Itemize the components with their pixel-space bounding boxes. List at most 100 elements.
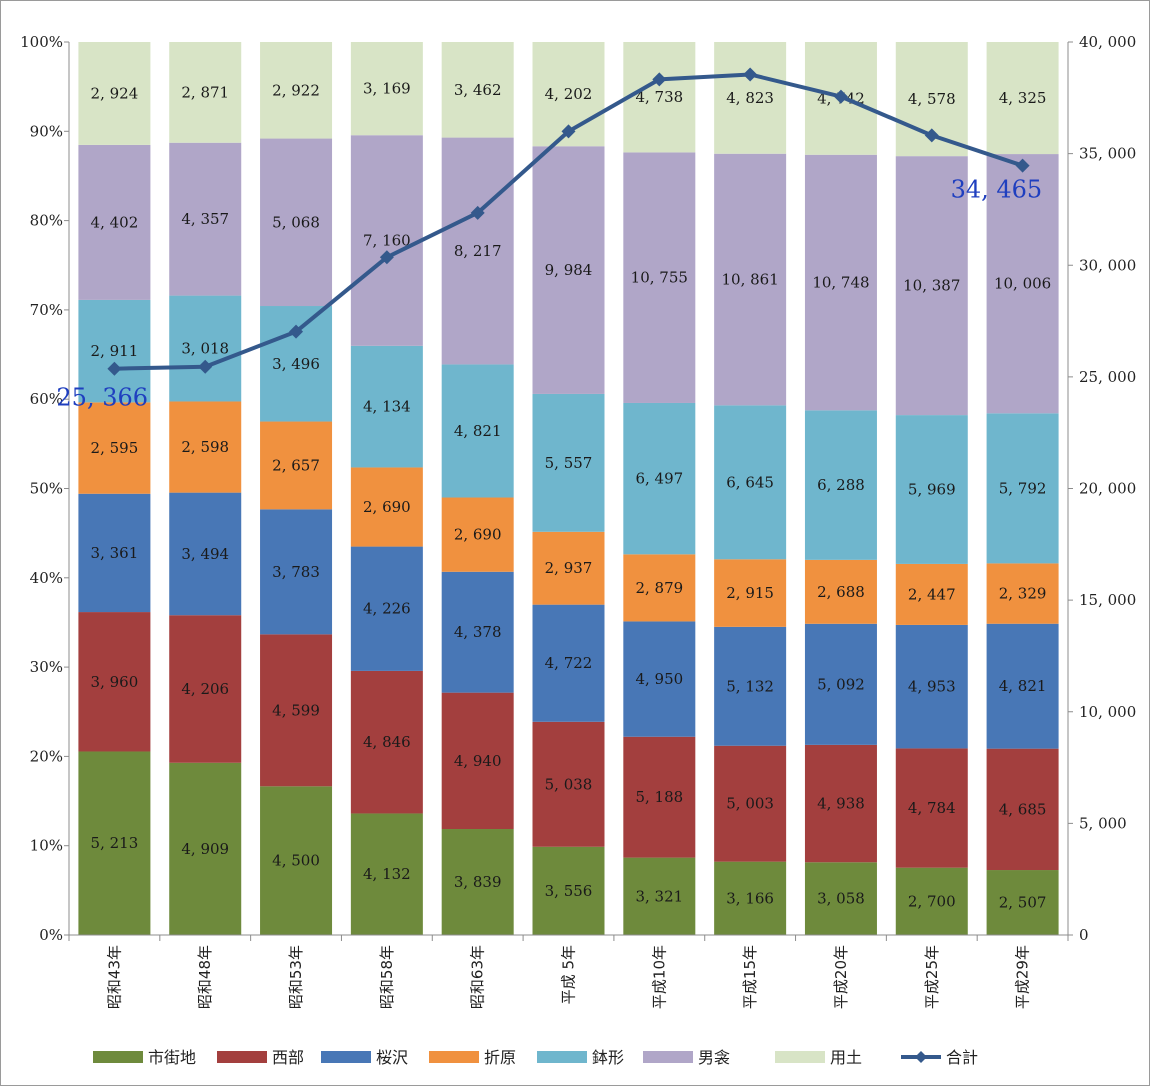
data-label: 4, 132 — [363, 865, 411, 883]
data-label: 2, 447 — [908, 585, 956, 603]
legend-swatch — [537, 1051, 587, 1063]
data-label: 5, 038 — [545, 775, 593, 793]
data-label: 3, 321 — [635, 887, 683, 905]
bar-segment — [623, 621, 696, 737]
legend-label: 用土 — [830, 1048, 862, 1067]
left-tick-label: 30% — [30, 658, 63, 676]
bar-segment — [441, 692, 514, 830]
bar-segment — [169, 492, 242, 616]
bar-segment — [895, 748, 968, 868]
left-tick-label: 40% — [30, 569, 63, 587]
data-label: 4, 953 — [908, 678, 956, 696]
bar-segment — [714, 861, 787, 935]
data-label: 4, 685 — [999, 800, 1047, 818]
data-label: 6, 497 — [635, 470, 683, 488]
bar-segment — [895, 156, 968, 416]
bar-segment — [169, 762, 242, 935]
data-label: 2, 700 — [908, 892, 956, 910]
bar-segment — [532, 846, 605, 935]
left-tick-label: 70% — [30, 301, 63, 319]
bar-segment — [78, 612, 151, 752]
right-tick-label: 40, 000 — [1079, 33, 1136, 51]
bar-segment — [260, 42, 333, 139]
bar-segment — [986, 413, 1059, 564]
category-label: 平成10年 — [650, 945, 668, 1009]
bar-segment — [441, 571, 514, 693]
data-label: 4, 909 — [181, 840, 229, 858]
bar-segment — [986, 623, 1059, 749]
bar-segment — [350, 467, 423, 547]
data-label: 2, 922 — [272, 81, 320, 99]
total-line-layer: 25, 366 34, 465 — [56, 67, 1042, 412]
total-line-marker — [1015, 158, 1030, 173]
bar-segment — [260, 786, 333, 935]
data-label: 3, 960 — [91, 673, 139, 691]
bar-segment — [986, 154, 1059, 414]
right-tick-label: 35, 000 — [1079, 145, 1136, 163]
data-label: 6, 288 — [817, 476, 865, 494]
left-tick-label: 90% — [30, 122, 63, 140]
data-label: 9, 984 — [545, 261, 593, 279]
bar-segment — [804, 744, 877, 863]
legend-marker — [915, 1051, 927, 1063]
bar-segment — [78, 493, 151, 613]
bar-layer: 5, 213 3, 960 3, 361 2, 595 2, 911 4, 402 2, 9… — [78, 42, 1059, 935]
right-tick-label: 0 — [1079, 926, 1089, 944]
left-tick-label: 20% — [30, 747, 63, 765]
bar-segment — [714, 559, 787, 627]
data-label: 2, 871 — [181, 83, 229, 101]
data-label: 3, 839 — [454, 873, 502, 891]
bar-segment — [895, 563, 968, 625]
data-label: 2, 657 — [272, 456, 320, 474]
bar-segment — [895, 624, 968, 749]
bar-segment — [623, 554, 696, 622]
bar-segment — [350, 135, 423, 346]
data-label: 3, 166 — [726, 889, 774, 907]
data-label: 5, 132 — [726, 677, 774, 695]
left-tick-label: 60% — [30, 390, 63, 408]
category-label: 昭和53年 — [287, 945, 305, 1009]
bar-segment — [532, 393, 605, 532]
data-label: 4, 357 — [181, 210, 229, 228]
total-line-marker — [289, 324, 304, 339]
data-label: 4, 134 — [363, 398, 411, 416]
bar-segment — [169, 295, 242, 402]
data-label: 3, 783 — [272, 563, 320, 581]
left-tick-label: 50% — [30, 480, 63, 498]
data-label: 3, 462 — [454, 81, 502, 99]
data-label: 4, 599 — [272, 701, 320, 719]
data-label: 2, 507 — [999, 894, 1047, 912]
data-label: 4, 202 — [545, 85, 593, 103]
data-label: 4, 821 — [999, 677, 1047, 695]
legend-label: 市街地 — [148, 1048, 196, 1067]
data-label: 3, 556 — [545, 882, 593, 900]
right-tick-label: 5, 000 — [1079, 814, 1127, 832]
data-label: 10, 755 — [631, 269, 688, 287]
bar-segment — [623, 42, 696, 153]
data-label: 2, 690 — [363, 498, 411, 516]
data-label: 5, 188 — [635, 788, 683, 806]
data-label: 2, 937 — [545, 559, 593, 577]
bar-segment — [260, 634, 333, 787]
bar-segment — [260, 509, 333, 635]
bar-segment — [169, 142, 242, 296]
bar-segment — [714, 405, 787, 560]
bar-segment — [260, 138, 333, 307]
bar-segment — [441, 137, 514, 365]
bar-segment — [804, 154, 877, 411]
data-label: 3, 058 — [817, 890, 865, 908]
legend-swatch — [321, 1051, 371, 1063]
total-line-marker — [198, 359, 213, 374]
data-label: 3, 018 — [181, 340, 229, 358]
bar-segment — [714, 42, 787, 154]
bar-segment — [623, 402, 696, 555]
data-label: 2, 915 — [726, 584, 774, 602]
data-label: 5, 557 — [545, 454, 593, 472]
bar-segment — [78, 402, 151, 494]
bar-segment — [350, 670, 423, 814]
bar-segment — [804, 410, 877, 560]
legend-label: 合計 — [946, 1048, 978, 1067]
bar-segment — [895, 415, 968, 564]
